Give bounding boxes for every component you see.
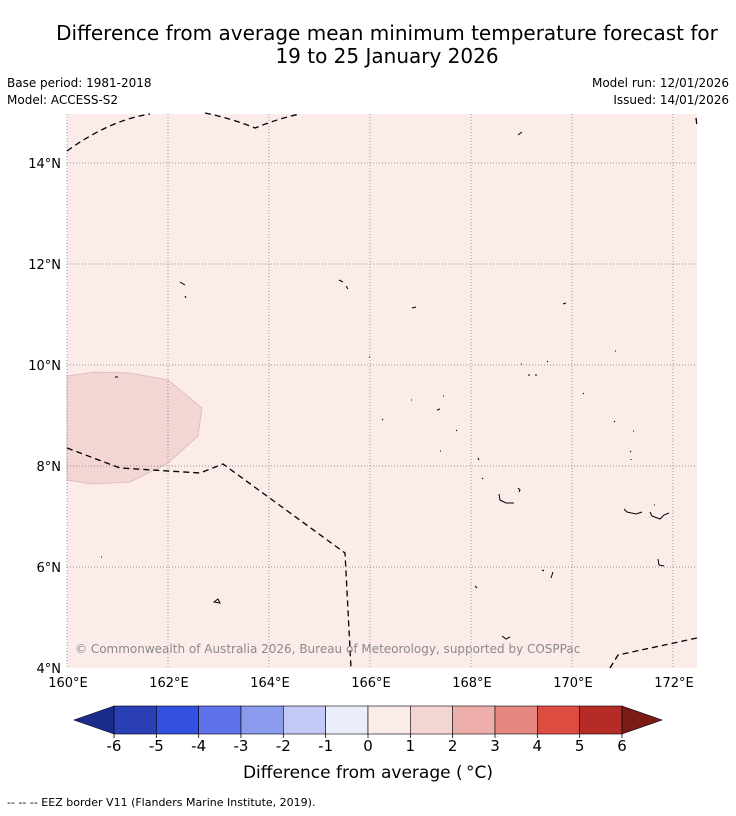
eez-borders (66, 112, 698, 669)
colorbar-tick-label: -2 (276, 737, 291, 755)
colorbar-tick-label: 3 (490, 737, 500, 755)
colorbar-bin (579, 705, 623, 735)
colorbar-bin (494, 705, 538, 735)
island (501, 635, 511, 640)
lat-label: 6°N (37, 561, 62, 576)
eez-border-north (66, 112, 301, 152)
latitude-labels: 14°N 12°N 10°N 8°N 6°N 4°N (28, 157, 61, 677)
colorbar-arrow-low (73, 705, 115, 735)
longitude-labels: 160°E 162°E 164°E 166°E 168°E 170°E 172°… (48, 676, 694, 691)
lat-label: 4°N (37, 662, 62, 677)
islands (101, 131, 670, 640)
eez-footnote: -- -- -- EEZ border V11 (Flanders Marine… (7, 796, 316, 809)
colorbar-tick-label: -3 (234, 737, 249, 755)
colorbar-ticks: -6 -5 -4 -3 -2 -1 0 1 2 3 4 5 6 (107, 737, 627, 755)
island (381, 418, 458, 452)
lat-label: 8°N (37, 460, 62, 475)
map-title: Difference from average mean minimum tem… (0, 22, 736, 68)
island (541, 569, 554, 579)
eez-border-central (66, 447, 352, 669)
island (517, 131, 523, 136)
lat-label: 10°N (28, 359, 61, 374)
base-period: Base period: 1981-2018 (7, 76, 152, 90)
colorbar-bin (113, 705, 157, 735)
colorbar-tick-label: 5 (575, 737, 585, 755)
colorbar-tick-label: 6 (617, 737, 627, 755)
meta-left: Base period: 1981-2018 Model: ACCESS-S2 (7, 75, 152, 109)
lon-label: 160°E (48, 676, 88, 691)
model-run: Model run: 12/01/2026 (591, 76, 729, 90)
eez-border-southeast (609, 637, 698, 669)
lon-label: 170°E (553, 676, 593, 691)
forecast-map: 14°N 12°N 10°N 8°N 6°N 4°N 160°E 162°E 1… (28, 112, 698, 755)
colorbar-bin (367, 705, 411, 735)
lon-label: 168°E (452, 676, 492, 691)
island (477, 457, 484, 480)
island (212, 598, 221, 604)
colorbar-tick-label: -4 (191, 737, 206, 755)
colorbar-bin (410, 705, 453, 735)
colorbar-tick-label: -5 (149, 737, 164, 755)
copyright-notice: © Commonwealth of Australia 2026, Bureau… (75, 642, 580, 656)
lon-label: 166°E (351, 676, 391, 691)
colorbar-bin (156, 705, 199, 735)
colorbar-bin (452, 705, 496, 735)
colorbar-arrow-high (621, 705, 663, 735)
island (623, 504, 670, 520)
eez-border-northeast (695, 117, 698, 127)
title-line-1: Difference from average mean minimum tem… (56, 21, 718, 45)
model-name: Model: ACCESS-S2 (7, 93, 119, 107)
colorbar-tick-label: -1 (318, 737, 333, 755)
island (474, 585, 478, 589)
colorbar-bin (325, 705, 369, 735)
issued-date: Issued: 14/01/2026 (613, 93, 729, 107)
lat-label: 14°N (28, 157, 61, 172)
island (338, 279, 349, 290)
graticule (66, 114, 697, 668)
island (411, 395, 444, 411)
colorbar-label: Difference from average ( °C) (242, 763, 494, 783)
island (582, 392, 585, 395)
lon-label: 164°E (250, 676, 290, 691)
island (498, 487, 521, 504)
colorbar-bin (283, 705, 326, 735)
meta-right: Model run: 12/01/2026 Issued: 14/01/2026 (592, 75, 729, 109)
island (179, 281, 187, 299)
colorbar-bin (537, 705, 580, 735)
lon-label: 162°E (149, 676, 189, 691)
lat-label: 12°N (28, 258, 61, 273)
colorbar-tick-label: 0 (363, 737, 373, 755)
island (411, 306, 417, 309)
island (613, 420, 634, 460)
island (562, 302, 567, 305)
colorbar-tick-label: -6 (107, 737, 122, 755)
lon-label: 172°E (654, 676, 694, 691)
colorbar-bin (240, 705, 284, 735)
colorbar (73, 705, 663, 738)
title-line-2: 19 to 25 January 2026 (275, 44, 499, 68)
colorbar-tick-label: 2 (448, 737, 458, 755)
colorbar-tick-label: 1 (406, 737, 416, 755)
island (521, 360, 549, 376)
colorbar-bin (198, 705, 242, 735)
island (657, 558, 665, 567)
colorbar-tick-label: 4 (533, 737, 543, 755)
